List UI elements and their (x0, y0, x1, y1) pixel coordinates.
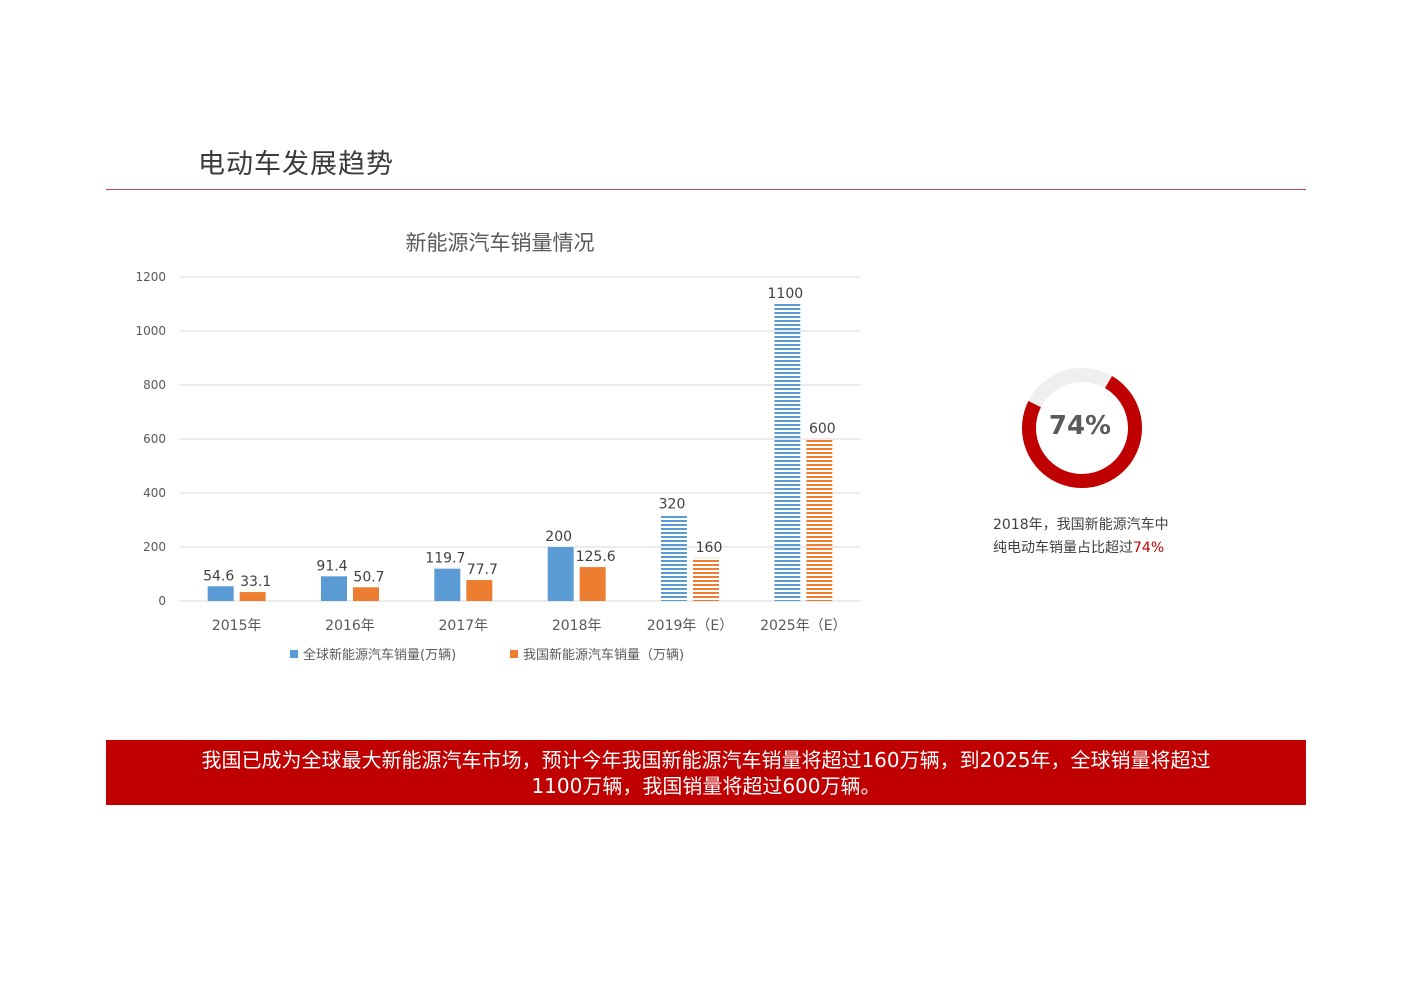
y-tick-label: 400 (143, 486, 166, 500)
bar-global (321, 576, 347, 601)
x-tick-label: 2025年（E） (760, 618, 846, 634)
data-label: 119.7 (425, 551, 465, 567)
x-tick-label: 2016年 (325, 618, 375, 634)
sales-bar-chart: 新能源汽车销量情况 0 200 400 600 800 1000 1200 54.6 33.1 20… (135, 231, 860, 663)
summary-banner: 我国已成为全球最大新能源汽车市场，预计今年我国新能源汽车销量将超过160万辆，到… (106, 740, 1306, 805)
x-tick-label: 2017年 (439, 618, 489, 634)
y-tick-label: 1200 (135, 270, 166, 284)
donut-caption-line2: 纯电动车销量占比超过74% (993, 537, 1169, 560)
donut-caption: 2018年，我国新能源汽车中 纯电动车销量占比超过74% (993, 514, 1169, 560)
x-tick-label: 2018年 (552, 618, 602, 634)
bar-china (693, 557, 719, 601)
donut-percentage: 74% (1048, 411, 1112, 441)
donut-value-arc (1022, 368, 1142, 488)
bar-china (353, 587, 379, 601)
ev-share-donut: 74% (1010, 362, 1160, 512)
data-label: 50.7 (353, 569, 384, 585)
bar-global (434, 568, 461, 601)
data-label: 91.4 (316, 558, 347, 574)
donut-caption-line1: 2018年，我国新能源汽车中 (993, 517, 1169, 533)
y-tick-label: 200 (143, 540, 166, 554)
bar-china (239, 592, 266, 601)
bar-global (207, 586, 234, 601)
legend-swatch (510, 650, 518, 658)
banner-line2: 1100万辆，我国销量将超过600万辆。 (531, 774, 881, 798)
data-label: 54.6 (203, 568, 234, 584)
data-label: 200 (545, 529, 572, 545)
donut-graphic (1022, 368, 1142, 488)
bar-global (774, 304, 801, 601)
donut-caption-highlight: 74% (1133, 540, 1165, 556)
data-label: 160 (696, 540, 723, 556)
data-label: 600 (809, 421, 836, 437)
data-label: 320 (659, 497, 686, 513)
legend-label: 全球新能源汽车销量(万辆) (303, 647, 456, 663)
data-label: 77.7 (467, 562, 498, 578)
chart-title: 新能源汽车销量情况 (406, 231, 595, 255)
banner-line1: 我国已成为全球最大新能源汽车市场，预计今年我国新能源汽车销量将超过160万辆，到… (201, 748, 1211, 772)
data-label: 125.6 (576, 549, 616, 565)
legend-label: 我国新能源汽车销量（万辆) (523, 647, 684, 663)
y-tick-label: 1000 (135, 324, 166, 338)
bar-china (579, 567, 606, 601)
y-tick-label: 800 (143, 378, 166, 392)
x-tick-label: 2019年（E） (647, 618, 733, 634)
y-tick-label: 600 (143, 432, 166, 446)
title-divider (106, 189, 1306, 190)
bar-china (806, 439, 833, 601)
bar-china (466, 580, 493, 601)
slide-title: 电动车发展趋势 (198, 149, 394, 180)
y-tick-label: 0 (158, 594, 166, 608)
bar-global (661, 514, 687, 601)
donut-caption-prefix: 纯电动车销量占比超过 (993, 540, 1133, 556)
x-tick-label: 2015年 (212, 618, 262, 634)
data-label: 1100 (768, 286, 804, 302)
bar-global (547, 547, 574, 601)
legend-swatch (290, 650, 298, 658)
data-label: 33.1 (240, 574, 271, 590)
